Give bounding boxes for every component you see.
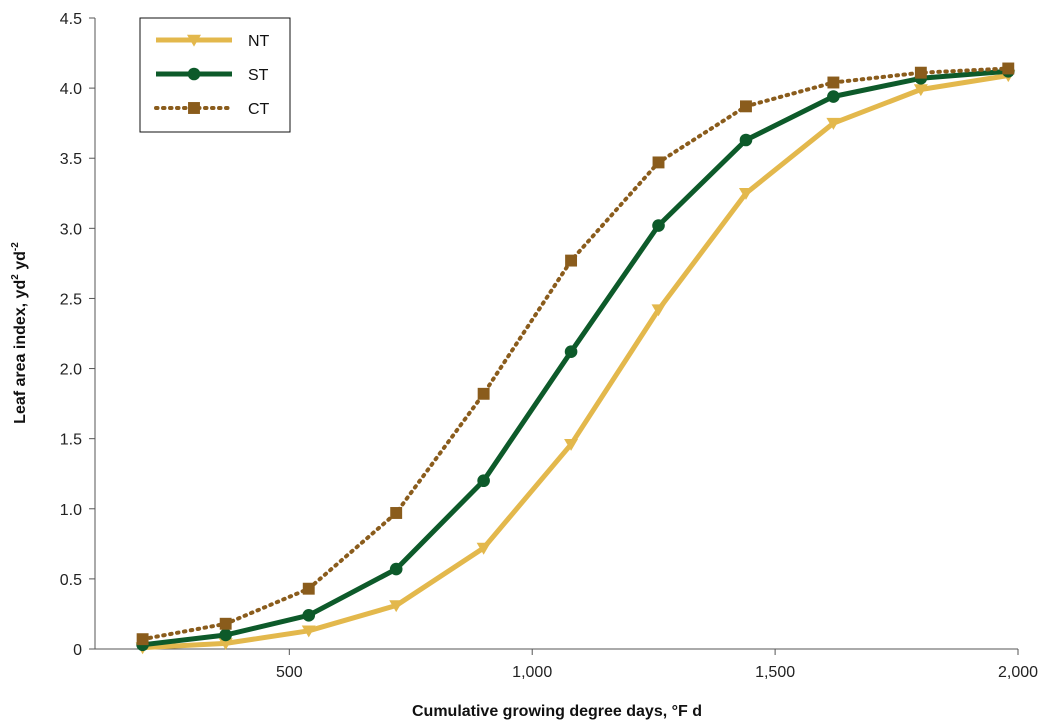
x-tick-label-2-000: 2,000 (998, 664, 1038, 681)
point-nt-4 (476, 542, 491, 555)
legend-label-st: ST (248, 67, 269, 84)
series-line-st (140, 68, 1011, 648)
point-ct-8 (827, 76, 840, 89)
point-st-3 (389, 562, 403, 576)
y-tick-label-2-0: 2.0 (60, 362, 82, 379)
point-ct-7 (740, 100, 752, 113)
point-st-8 (827, 90, 840, 103)
y-tick-label-0-5: 0.5 (60, 572, 82, 589)
point-nt-6 (651, 304, 666, 317)
series-ct (136, 62, 1015, 646)
legend-item-ct: CT (154, 101, 270, 118)
axes: 500 1,000 1,500 2,000 0 0.5 1.0 1.5 2.0 2.5 3.0 3.… (60, 11, 1038, 681)
legend-marker-ct (188, 102, 200, 114)
point-nt-7 (738, 188, 753, 200)
point-ct-5 (565, 254, 578, 267)
y-axis-title-sup-1: 2 (10, 274, 21, 280)
x-tick-label-1-000: 1,000 (512, 664, 552, 681)
y-tick-label-1-5: 1.5 (60, 432, 82, 449)
point-ct-2 (302, 582, 315, 595)
point-st-5 (564, 345, 578, 359)
point-ct-3 (390, 507, 403, 519)
y-tick-label-1-0: 1.0 (60, 502, 82, 519)
legend-marker-nt (187, 34, 201, 47)
point-st-4 (477, 474, 490, 488)
point-ct-6 (652, 156, 665, 169)
point-nt-3 (389, 600, 404, 613)
legend-item-nt: NT (156, 33, 270, 50)
legend-label-ct: CT (248, 101, 270, 118)
y-tick-label-0: 0 (73, 642, 82, 659)
point-nt-8 (826, 117, 841, 130)
point-nt-2 (301, 625, 316, 638)
point-ct-1 (219, 617, 232, 630)
y-tick-label-4-0: 4.0 (60, 81, 82, 98)
legend: NT ST CT (139, 17, 291, 133)
series-line-nt (140, 73, 1011, 651)
y-axis-title: Leaf area index, yd2 yd-2 (10, 242, 29, 424)
y-axis-title-sup-2: -2 (10, 242, 21, 251)
legend-item-st: ST (156, 67, 269, 84)
series-layer (135, 62, 1016, 655)
point-ct-4 (477, 387, 490, 400)
point-nt-5 (564, 439, 579, 451)
point-nt-1 (218, 638, 233, 651)
legend-marker-st (187, 67, 201, 81)
y-axis-title-text: Leaf area index, yd (12, 280, 29, 424)
y-tick-label-3-5: 3.5 (60, 151, 82, 168)
point-ct-10 (1002, 62, 1015, 75)
x-tick-label-1-500: 1,500 (755, 664, 795, 681)
x-axis-title: Cumulative growing degree days, °F d (412, 703, 702, 720)
point-ct-9 (914, 66, 927, 79)
x-ticks: 500 1,000 1,500 2,000 (276, 649, 1038, 681)
series-st (136, 64, 1015, 652)
legend-label-nt: NT (248, 33, 270, 50)
y-ticks: 0 0.5 1.0 1.5 2.0 2.5 3.0 3.5 4.0 4.5 (60, 11, 95, 659)
y-tick-label-3-0: 3.0 (60, 221, 82, 238)
point-st-7 (739, 133, 753, 147)
x-tick-label-500: 500 (276, 664, 303, 681)
legend-items: NT ST CT (154, 33, 270, 118)
y-tick-label-4-5: 4.5 (60, 11, 82, 28)
y-axis-title-mid: yd (12, 251, 29, 274)
y-tick-label-2-5: 2.5 (60, 291, 82, 308)
point-st-6 (652, 219, 665, 232)
point-nt-9 (913, 84, 928, 97)
point-st-1 (219, 628, 232, 642)
point-ct-0 (136, 633, 149, 646)
point-st-2 (302, 609, 316, 622)
series-nt (135, 70, 1016, 655)
